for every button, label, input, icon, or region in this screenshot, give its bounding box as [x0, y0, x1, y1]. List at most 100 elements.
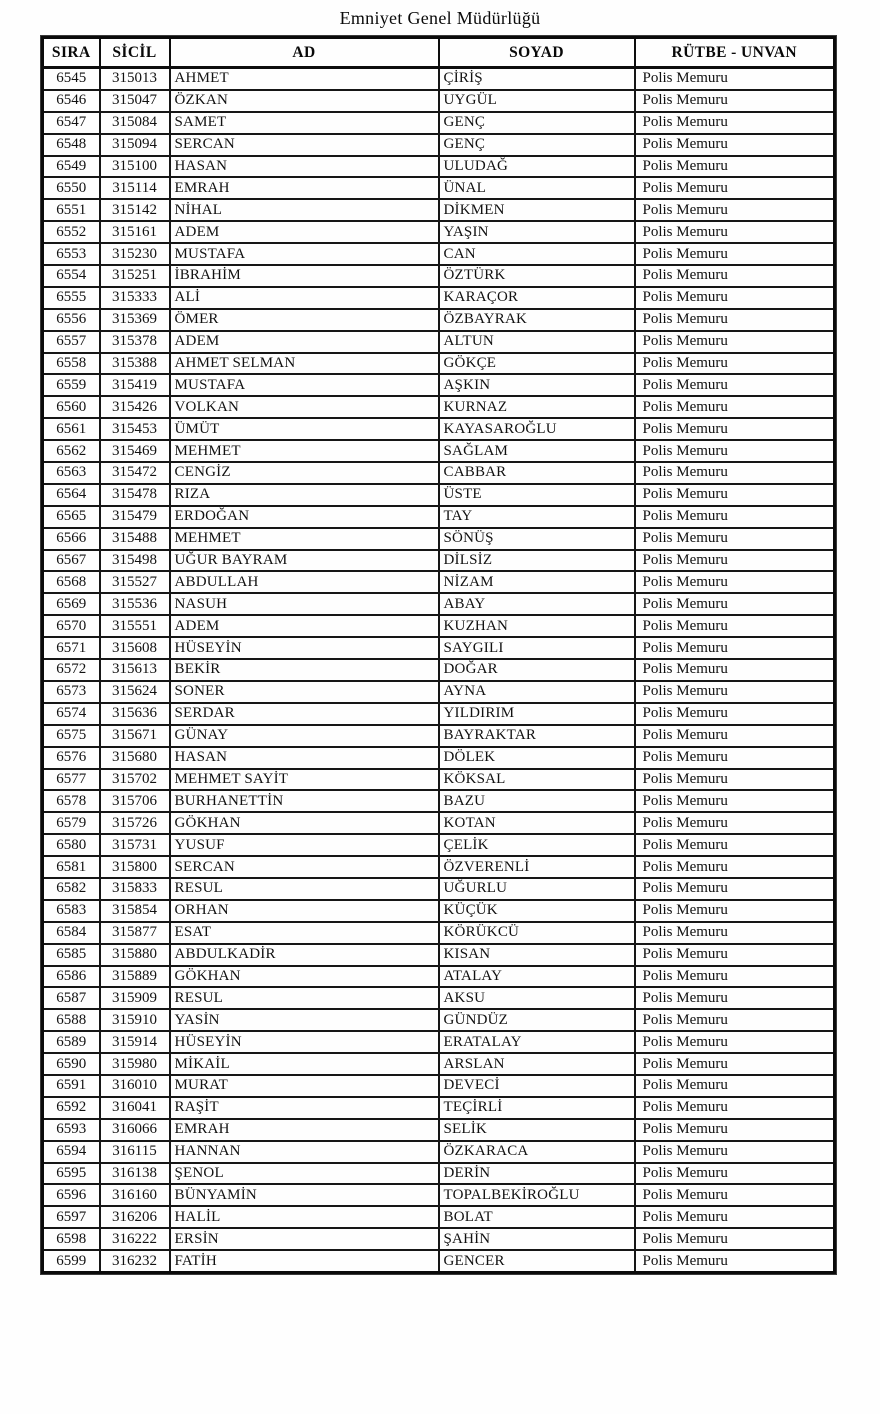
cell-sira: 6596	[41, 1183, 101, 1208]
cell-sicil: 315094	[98, 132, 171, 157]
table-row: 6567 315498 UĞUR BAYRAM DİLSİZ Polis Memuru	[41, 548, 836, 573]
cell-sicil: 316232	[98, 1249, 171, 1274]
cell-sicil: 315488	[98, 526, 171, 551]
cell-sicil: 315731	[98, 833, 171, 858]
cell-sicil: 315624	[98, 679, 171, 704]
cell-ad: AHMET SELMAN	[168, 351, 440, 376]
cell-soyad: NİZAM	[437, 570, 636, 595]
cell-sicil: 316115	[98, 1139, 171, 1164]
cell-sicil: 315706	[98, 789, 171, 814]
cell-sicil: 315479	[98, 504, 171, 529]
cell-rutbe-unvan: Polis Memuru	[633, 504, 836, 529]
cell-sira: 6585	[41, 942, 101, 967]
cell-sicil: 315013	[98, 66, 171, 91]
cell-rutbe-unvan: Polis Memuru	[633, 1161, 836, 1186]
cell-soyad: BAZU	[437, 789, 636, 814]
table-row: 6562 315469 MEHMET SAĞLAM Polis Memuru	[41, 439, 836, 464]
cell-ad: RAŞİT	[168, 1095, 440, 1120]
cell-soyad: KÖKSAL	[437, 767, 636, 792]
cell-soyad: ÖZBAYRAK	[437, 307, 636, 332]
cell-soyad: AŞKIN	[437, 373, 636, 398]
table-row: 6565 315479 ERDOĞAN TAY Polis Memuru	[41, 504, 836, 529]
cell-sicil: 315478	[98, 482, 171, 507]
cell-rutbe-unvan: Polis Memuru	[633, 329, 836, 354]
cell-sira: 6553	[41, 242, 101, 267]
cell-sicil: 315453	[98, 417, 171, 442]
cell-sira: 6575	[41, 723, 101, 748]
cell-rutbe-unvan: Polis Memuru	[633, 811, 836, 836]
cell-soyad: GENCER	[437, 1249, 636, 1274]
cell-rutbe-unvan: Polis Memuru	[633, 964, 836, 989]
cell-rutbe-unvan: Polis Memuru	[633, 789, 836, 814]
table-row: 6582 315833 RESUL UĞURLU Polis Memuru	[41, 876, 836, 901]
table-row: 6552 315161 ADEM YAŞIN Polis Memuru	[41, 220, 836, 245]
table-row: 6549 315100 HASAN ULUDAĞ Polis Memuru	[41, 154, 836, 179]
cell-rutbe-unvan: Polis Memuru	[633, 482, 836, 507]
cell-ad: ADEM	[168, 329, 440, 354]
cell-soyad: GÜNDÜZ	[437, 1008, 636, 1033]
table-row: 6597 316206 HALİL BOLAT Polis Memuru	[41, 1205, 836, 1230]
cell-sicil: 315910	[98, 1008, 171, 1033]
cell-sicil: 315369	[98, 307, 171, 332]
cell-sira: 6567	[41, 548, 101, 573]
personnel-table: SIRA SİCİL AD SOYAD RÜTBE - UNVAN 6545 31…	[41, 36, 836, 1274]
cell-rutbe-unvan: Polis Memuru	[633, 701, 836, 726]
cell-sira: 6588	[41, 1008, 101, 1033]
cell-sira: 6555	[41, 285, 101, 310]
cell-sicil: 315551	[98, 614, 171, 639]
table-row: 6546 315047 ÖZKAN UYGÜL Polis Memuru	[41, 88, 836, 113]
cell-sicil: 315702	[98, 767, 171, 792]
cell-ad: NİHAL	[168, 198, 440, 223]
cell-rutbe-unvan: Polis Memuru	[633, 1249, 836, 1274]
cell-sira: 6587	[41, 986, 101, 1011]
cell-rutbe-unvan: Polis Memuru	[633, 88, 836, 113]
cell-sira: 6582	[41, 876, 101, 901]
cell-sicil: 315469	[98, 439, 171, 464]
cell-ad: İBRAHİM	[168, 264, 440, 288]
cell-sicil: 315914	[98, 1030, 171, 1055]
table-row: 6598 316222 ERSİN ŞAHİN Polis Memuru	[41, 1227, 836, 1252]
cell-soyad: SAĞLAM	[437, 439, 636, 464]
cell-ad: GÜNAY	[168, 723, 440, 748]
table-row: 6583 315854 ORHAN KÜÇÜK Polis Memuru	[41, 898, 836, 923]
cell-ad: UĞUR BAYRAM	[168, 548, 440, 573]
column-header-ad: AD	[168, 36, 440, 69]
cell-ad: YASİN	[168, 1008, 440, 1033]
cell-ad: ÜMÜT	[168, 417, 440, 442]
cell-soyad: DERİN	[437, 1161, 636, 1186]
cell-ad: SAMET	[168, 110, 440, 135]
cell-soyad: YAŞIN	[437, 220, 636, 245]
cell-sira: 6586	[41, 964, 101, 989]
cell-soyad: GÖKÇE	[437, 351, 636, 376]
cell-sicil: 315142	[98, 198, 171, 223]
cell-sira: 6591	[41, 1073, 101, 1098]
cell-soyad: GENÇ	[437, 110, 636, 135]
cell-sicil: 316138	[98, 1161, 171, 1186]
cell-sira: 6590	[41, 1052, 101, 1076]
cell-soyad: ŞAHİN	[437, 1227, 636, 1252]
cell-soyad: KOTAN	[437, 811, 636, 836]
table-row: 6566 315488 MEHMET SÖNÜŞ Polis Memuru	[41, 526, 836, 551]
cell-ad: FATİH	[168, 1249, 440, 1274]
cell-sicil: 315980	[98, 1052, 171, 1076]
cell-soyad: YILDIRIM	[437, 701, 636, 726]
cell-ad: NASUH	[168, 592, 440, 617]
column-header-soyad: SOYAD	[437, 36, 636, 69]
cell-rutbe-unvan: Polis Memuru	[633, 548, 836, 573]
cell-ad: AHMET	[168, 66, 440, 91]
table-row: 6572 315613 BEKİR DOĞAR Polis Memuru	[41, 658, 836, 682]
cell-sira: 6583	[41, 898, 101, 923]
cell-sicil: 315230	[98, 242, 171, 267]
cell-sira: 6571	[41, 636, 101, 661]
cell-rutbe-unvan: Polis Memuru	[633, 198, 836, 223]
cell-soyad: CABBAR	[437, 461, 636, 485]
cell-soyad: ALTUN	[437, 329, 636, 354]
cell-sira: 6552	[41, 220, 101, 245]
cell-ad: ADEM	[168, 614, 440, 639]
cell-ad: ABDULLAH	[168, 570, 440, 595]
cell-ad: BEKİR	[168, 658, 440, 682]
table-row: 6563 315472 CENGİZ CABBAR Polis Memuru	[41, 461, 836, 485]
cell-sira: 6581	[41, 855, 101, 879]
cell-soyad: TAY	[437, 504, 636, 529]
cell-sicil: 316041	[98, 1095, 171, 1120]
